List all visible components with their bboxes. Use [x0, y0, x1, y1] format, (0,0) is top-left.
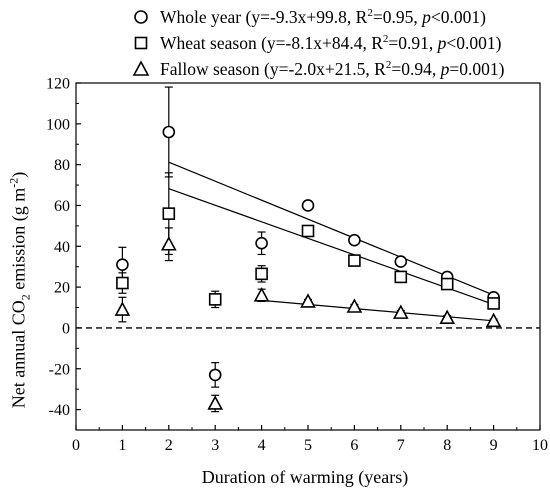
y-tick-label: 80: [54, 157, 70, 174]
legend-series-name: Fallow season: [160, 58, 260, 79]
data-point-square: [348, 254, 361, 267]
legend-p-value: <0.001): [446, 32, 502, 53]
legend-p-label: p: [437, 32, 447, 53]
data-point-square: [208, 293, 222, 306]
legend-r2: =0.95,: [372, 6, 423, 27]
x-tick-label: 2: [165, 437, 173, 454]
fit-line: [261, 299, 494, 322]
legend-equation: (y=-9.3x+99.8, R: [245, 6, 368, 27]
legend-series-name: Wheat season: [160, 32, 257, 53]
legend-series-name: Whole year: [160, 6, 242, 27]
x-tick-label: 8: [443, 437, 451, 454]
y-axis-label-mid: emission (g m: [8, 187, 29, 295]
x-tick-label: 6: [350, 437, 358, 454]
chart-legend: Whole year (y=-9.3x+99.8, R2=0.95, p<0.0…: [0, 0, 550, 80]
x-tick-label: 7: [397, 437, 405, 454]
data-point-square: [255, 267, 268, 281]
legend-marker-triangle: [132, 60, 150, 76]
legend-equation: (y=-8.1x+84.4, R: [261, 32, 383, 53]
legend-p-label: p: [422, 6, 431, 27]
y-axis-label-sub: 2: [18, 294, 33, 301]
data-point-circle: [116, 258, 129, 271]
legend-r2: =0.94,: [391, 58, 441, 79]
legend-marker-circle: [134, 10, 148, 24]
plot-frame: [75, 82, 541, 431]
x-tick-label: 10: [532, 437, 548, 454]
y-tick-label: 100: [46, 116, 70, 133]
fit-line: [168, 188, 494, 306]
data-point-triangle: [439, 309, 456, 325]
legend-item-fallow-season: Fallow season (y=-2.0x+21.5, R2=0.94, p=…: [130, 56, 504, 82]
legend-p-value: =0.001): [449, 58, 505, 79]
y-tick-label: 40: [54, 239, 70, 256]
x-tick-label: 3: [211, 437, 219, 454]
fit-line: [168, 161, 494, 296]
data-point-triangle: [485, 312, 502, 328]
data-point-circle: [301, 199, 315, 212]
data-point-triangle: [160, 236, 177, 251]
data-point-circle: [255, 236, 268, 250]
y-tick-label: 0: [62, 320, 70, 337]
legend-r2: =0.91,: [388, 32, 438, 53]
data-point-square: [116, 276, 129, 290]
y-tick-label: -40: [49, 402, 70, 419]
y-tick-label: -20: [49, 361, 70, 378]
data-point-triangle: [392, 304, 409, 319]
x-tick-label: 4: [258, 437, 266, 454]
data-point-square: [440, 277, 454, 291]
data-point-square: [487, 297, 500, 310]
y-axis-label-sup: -2: [6, 177, 21, 188]
x-tick-label: 0: [72, 437, 80, 454]
legend-p-label: p: [440, 58, 450, 79]
y-tick-label: 60: [54, 198, 70, 215]
x-tick-label: 1: [118, 437, 126, 454]
data-point-triangle: [114, 301, 131, 316]
y-tick-label: 120: [46, 76, 70, 93]
x-axis-label: Duration of warming (years): [201, 467, 409, 487]
legend-equation: (y=-2.0x+21.5, R: [264, 58, 386, 79]
y-axis-label-post: ): [8, 171, 29, 178]
data-point-triangle: [300, 293, 316, 308]
data-point-circle: [208, 368, 222, 382]
data-point-triangle: [207, 395, 224, 410]
data-point-circle: [162, 125, 176, 139]
legend-item-whole-year: Whole year (y=-9.3x+99.8, R2=0.95, p<0.0…: [130, 4, 486, 30]
legend-text: Fallow season (y=-2.0x+21.5, R2=0.94, p=…: [160, 58, 505, 79]
data-point-triangle: [346, 298, 363, 313]
data-point-square: [301, 224, 315, 238]
data-point-circle: [348, 233, 361, 247]
legend-item-wheat-season: Wheat season (y=-8.1x+84.4, R2=0.91, p<0…: [130, 30, 501, 56]
legend-p-value: <0.001): [430, 6, 486, 27]
data-point-triangle: [253, 287, 270, 302]
legend-text: Whole year (y=-9.3x+99.8, R2=0.95, p<0.0…: [160, 6, 486, 27]
y-axis-label-pre: Net annual CO: [8, 300, 29, 409]
x-tick-label: 9: [490, 437, 498, 454]
x-tick-label: 5: [304, 437, 312, 454]
data-point-square: [394, 270, 408, 284]
data-point-square: [162, 207, 176, 220]
legend-marker-square: [134, 36, 148, 50]
y-axis-label: Net annual CO2 emission (g m-2): [7, 172, 34, 408]
legend-text: Wheat season (y=-8.1x+84.4, R2=0.91, p<0…: [160, 32, 502, 53]
data-point-circle: [394, 255, 408, 268]
y-tick-label: 20: [54, 280, 70, 297]
